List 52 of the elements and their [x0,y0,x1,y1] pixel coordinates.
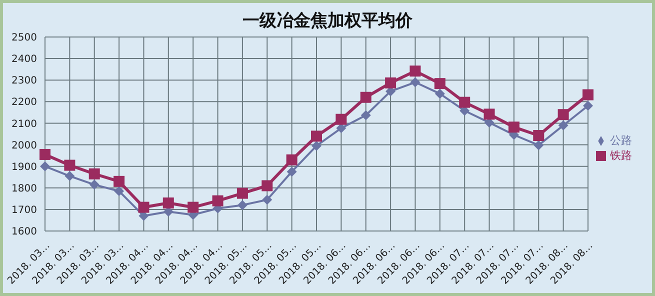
point [114,176,125,187]
point [434,88,445,99]
y-tick-label: 1900 [12,162,37,173]
chart-title: 一级冶金焦加权平均价 [242,10,414,32]
point [410,66,421,77]
point [188,202,199,213]
y-tick-label: 2200 [12,97,37,108]
point [286,166,297,177]
point [163,206,174,217]
y-tick-label: 2500 [12,32,37,44]
point [558,120,568,130]
point [64,171,75,182]
point [336,114,347,125]
point [336,123,346,134]
point [459,96,470,108]
point [286,154,298,166]
point [262,180,273,192]
point [385,77,396,88]
point [138,202,150,213]
point [162,197,174,208]
point [508,122,520,133]
point [484,108,495,120]
y-tick-label: 1600 [12,226,37,238]
point [40,161,50,172]
legend-label: 公路 [610,134,632,147]
point [88,168,100,180]
point [534,140,544,150]
point [212,195,224,206]
point [558,109,569,120]
point [89,180,100,190]
point [236,188,248,199]
point [360,110,371,120]
point [114,186,124,196]
point [237,200,248,210]
y-tick-label: 2100 [12,118,37,130]
point [583,100,593,111]
point [582,89,594,100]
point [312,140,322,151]
point [311,130,322,142]
point [434,78,446,90]
y-tick-label: 2300 [12,76,37,87]
y-tick-label: 1700 [12,204,37,216]
legend-label: 铁路 [610,149,632,162]
point [64,160,76,171]
point [410,77,420,88]
y-tick-label: 2000 [12,140,37,152]
point [40,148,50,160]
point [533,130,544,142]
point [360,92,372,103]
y-tick-label: 2400 [12,54,37,66]
y-tick-label: 1800 [12,183,37,194]
point [262,194,272,205]
